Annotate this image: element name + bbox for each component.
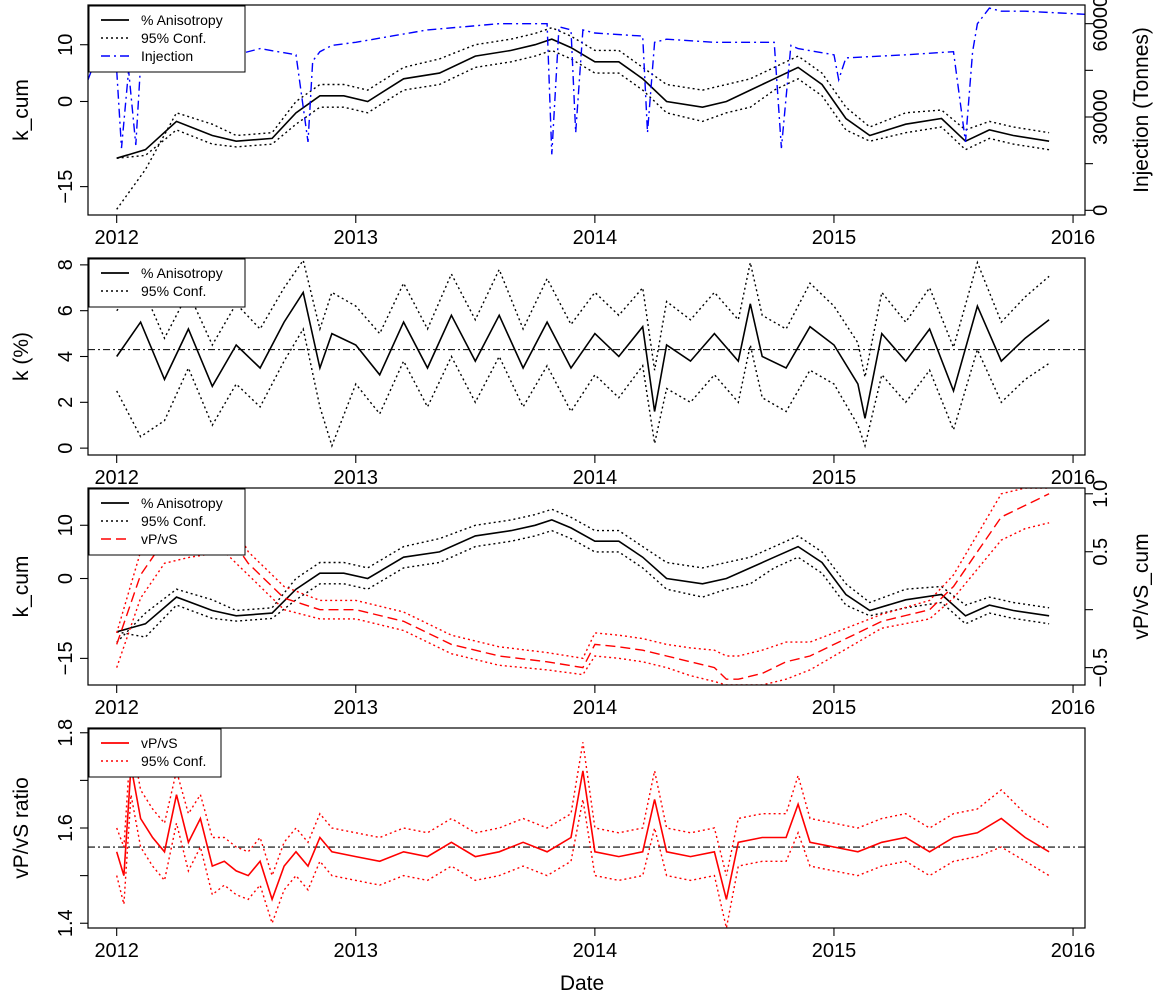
x-tick-label: 2012: [94, 697, 139, 719]
legend-label-anisotropy: % Anisotropy: [141, 265, 223, 281]
legend: % Anisotropy 95% Conf. Injection: [88, 5, 246, 73]
series-line-95-conf: [116, 26, 1050, 210]
legend-label-vp-vs: vP/vS: [141, 735, 178, 751]
legend-box: [88, 5, 246, 73]
series-line-vp-vs: [116, 493, 1050, 680]
y-tick-label: 10: [55, 34, 77, 56]
legend-label-95-conf: 95% Conf.: [141, 753, 206, 769]
x-tick-label: 2014: [573, 697, 618, 719]
y-tick-label: 1.6: [55, 814, 77, 842]
x-tick-label: 2013: [334, 940, 379, 962]
x-tick-label: 2014: [573, 940, 618, 962]
y-tick-label: −15: [55, 641, 77, 675]
x-tick-label: 2012: [94, 940, 139, 962]
x-tick-label: 2014: [573, 467, 618, 489]
y-axis-title: k_cum: [10, 556, 33, 618]
y-tick-label: 0: [55, 96, 77, 107]
series-line-95-conf: [116, 522, 1050, 685]
x-tick-label: 2015: [812, 697, 857, 719]
legend-label-95-conf: 95% Conf.: [141, 283, 206, 299]
x-axis-title: Date: [560, 972, 604, 995]
x-tick-label: 2015: [812, 467, 857, 489]
panel-2-anisotropy-percent: 2012 2013 2014 2015 2016 0 2 4 6 8 k (%) % Anisotro…: [10, 257, 1096, 489]
legend-label-vp-vs: vP/vS: [141, 531, 178, 547]
series-line-95-conf: [116, 258, 1050, 378]
y-axis-title: k_cum: [10, 79, 33, 141]
x-tick-label: 2016: [1051, 940, 1096, 962]
x-tick-label: 2016: [1051, 227, 1096, 249]
right-y-tick-label: 1.0: [1090, 480, 1112, 508]
x-tick-label: 2012: [94, 467, 139, 489]
y-tick-label: 8: [55, 259, 77, 270]
panel-3-anisotropy-vpvs-cumulative: 2012 2013 2014 2015 2016 −15 0 10 k_cum −0.5 0.5 1.…: [10, 480, 1153, 719]
series-line-95-conf: [116, 327, 1050, 449]
legend: % Anisotropy 95% Conf.: [88, 258, 246, 308]
legend-label-95-conf: 95% Conf.: [141, 513, 206, 529]
legend: % Anisotropy 95% Conf. vP/vS: [88, 488, 246, 556]
plot-frame: [87, 487, 1086, 686]
right-y-axis-title: vP/vS_cum: [1130, 533, 1153, 639]
legend-label-injection: Injection: [141, 48, 193, 64]
plot-frame: [87, 4, 1086, 216]
series-line-95-conf: [116, 49, 1050, 159]
x-tick-label: 2013: [334, 697, 379, 719]
y-tick-label: 1.4: [55, 909, 77, 937]
series-line-vp-vs: [115, 765, 1050, 902]
panel-1-anisotropy-injection: 2012 2013 2014 2015 2016 −15 0 10 k_cum 0 30000 600…: [10, 0, 1153, 249]
y-axis-title: k (%): [10, 332, 33, 381]
x-tick-label: 2015: [812, 940, 857, 962]
right-y-tick-label: −0.5: [1090, 648, 1112, 687]
series-line-95-conf: [116, 794, 1050, 928]
y-tick-label: 0: [55, 573, 77, 584]
y-tick-label: 6: [55, 305, 77, 316]
series-line-95-conf: [116, 488, 1050, 660]
right-y-tick-label: 0: [1090, 205, 1112, 216]
y-tick-label: 0: [55, 443, 77, 454]
x-tick-label: 2013: [334, 467, 379, 489]
series-line-anisotropy: [116, 519, 1050, 633]
y-tick-label: 10: [55, 514, 77, 536]
y-tick-label: −15: [55, 170, 77, 204]
plot-frame: [87, 727, 1086, 929]
x-tick-label: 2016: [1051, 697, 1096, 719]
series-line-anisotropy: [116, 38, 1050, 159]
series-line-injection: [88, 7, 1085, 155]
y-tick-label: 1.8: [55, 719, 77, 747]
series-line-95-conf: [116, 737, 1050, 878]
y-tick-label: 2: [55, 397, 77, 408]
x-tick-label: 2012: [94, 227, 139, 249]
legend-label-anisotropy: % Anisotropy: [141, 495, 223, 511]
series-line-95-conf: [116, 508, 1050, 643]
y-axis-title: vP/vS ratio: [10, 777, 33, 879]
legend-box: [88, 728, 222, 778]
panel-4-vpvs-ratio: 2012 2013 2014 2015 2016 1.4 1.6 1.8 vP/vS ratio…: [10, 719, 1095, 962]
y-tick-label: 4: [55, 351, 77, 362]
x-tick-label: 2015: [812, 227, 857, 249]
series-line-anisotropy: [116, 290, 1050, 419]
x-tick-label: 2013: [334, 227, 379, 249]
right-y-axis-title: Injection (Tonnes): [1130, 27, 1153, 193]
legend: vP/vS 95% Conf.: [88, 728, 222, 778]
series-line-95-conf: [116, 529, 1050, 638]
legend-label-95-conf: 95% Conf.: [141, 30, 206, 46]
right-y-tick-label: 0.5: [1090, 538, 1112, 566]
legend-box: [88, 258, 246, 308]
legend-label-anisotropy: % Anisotropy: [141, 12, 223, 28]
right-y-tick-label: 60000: [1090, 0, 1112, 51]
right-y-tick-label: 30000: [1090, 89, 1112, 145]
x-tick-label: 2014: [573, 227, 618, 249]
x-tick-label: 2016: [1051, 467, 1096, 489]
legend-box: [88, 488, 246, 556]
